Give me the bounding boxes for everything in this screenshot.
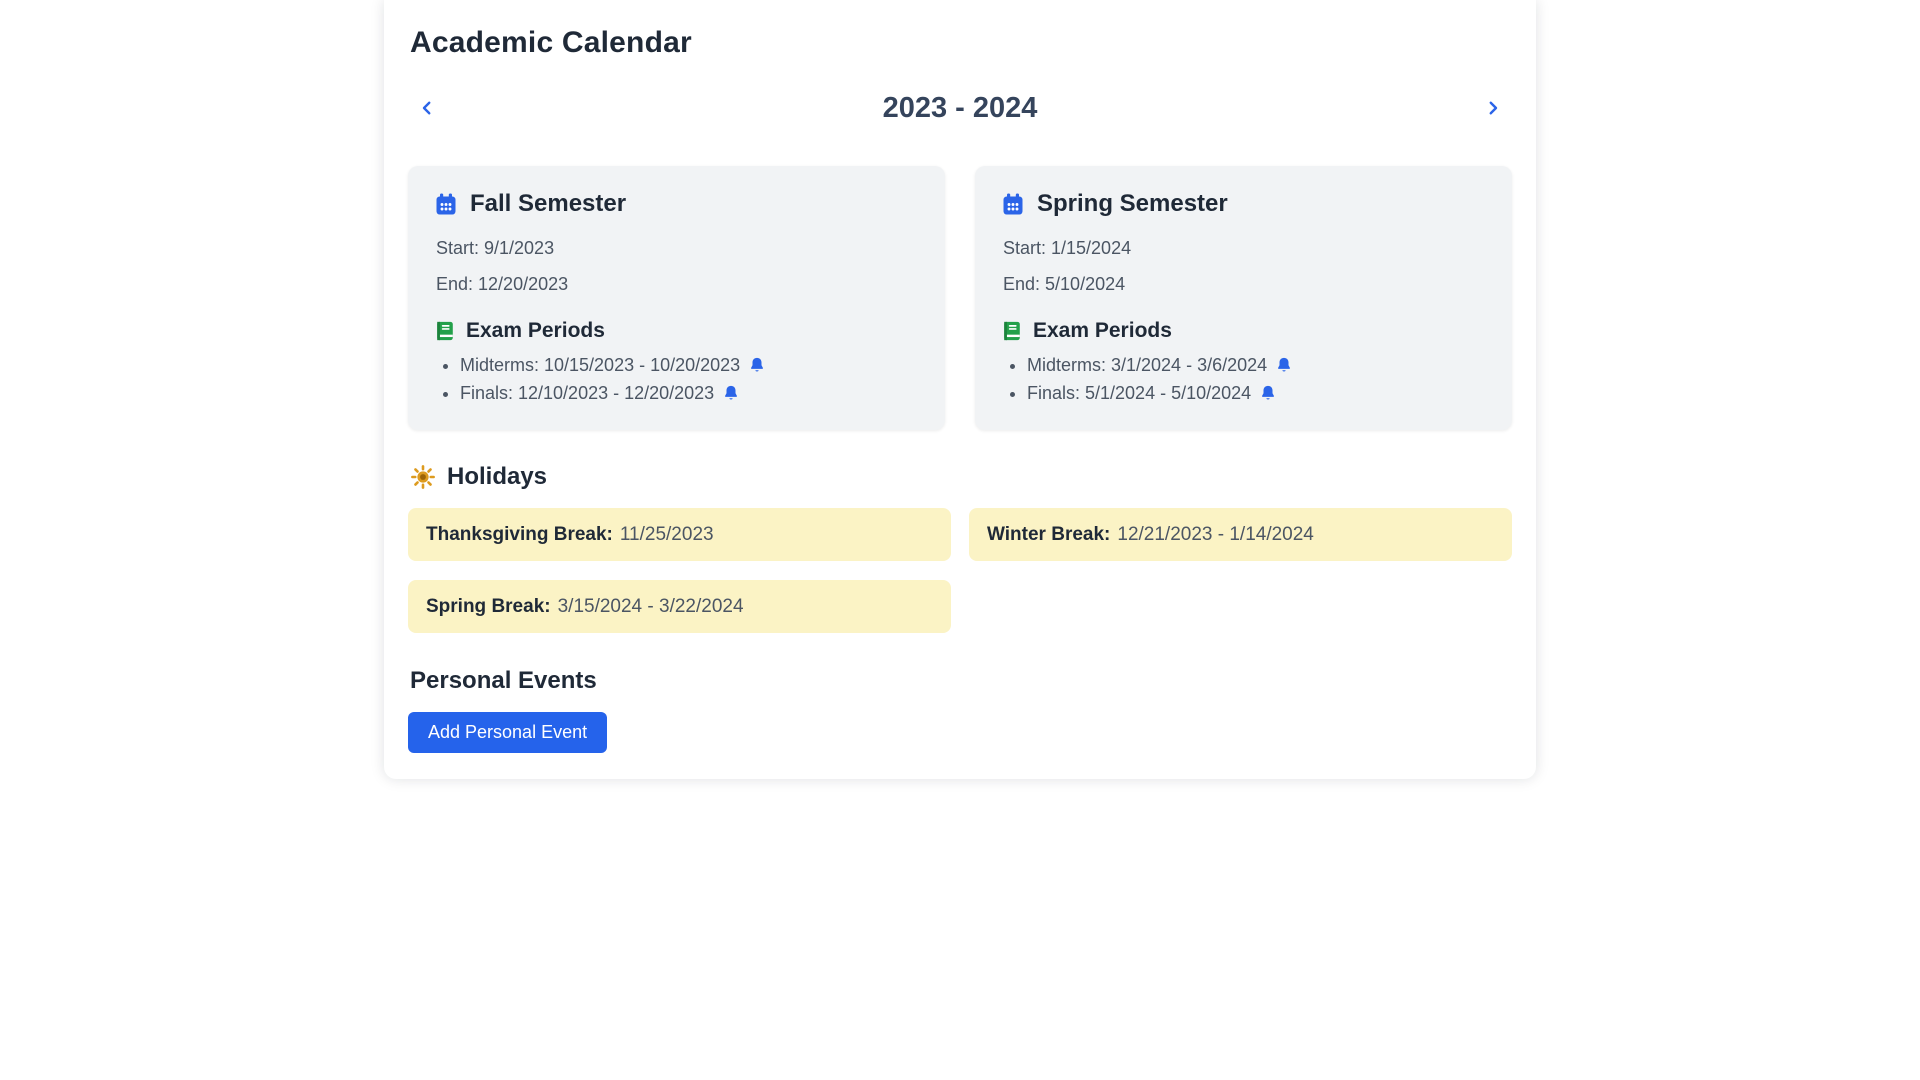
holiday-dates: 11/25/2023 [619, 524, 714, 545]
holiday-label: Winter Break: [987, 524, 1111, 545]
semester-start: Start: 9/1/2023 [436, 238, 555, 258]
calendar-icon [1003, 193, 1023, 215]
exam-periods-header: Exam Periods [1001, 319, 1486, 343]
semester-card-spring: Spring Semester Start: 1/15/2024 End: 5/… [975, 166, 1512, 430]
page-title: Academic Calendar [410, 26, 692, 59]
exam-item-text: Midterms: 3/1/2024 - 3/6/2024 [1027, 355, 1268, 375]
personal-events-title: Personal Events [410, 667, 597, 694]
semester-header: Fall Semester [434, 190, 919, 218]
bell-icon[interactable] [1275, 356, 1293, 374]
exam-item-finals: Finals: 12/10/2023 - 12/20/2023 [460, 383, 919, 404]
exam-list: Midterms: 3/1/2024 - 3/6/2024 Finals: 5/… [1001, 355, 1486, 404]
exam-item-text: Midterms: 10/15/2023 - 10/20/2023 [460, 355, 741, 375]
exam-periods-title: Exam Periods [1033, 319, 1172, 342]
exam-list: Midterms: 10/15/2023 - 10/20/2023 Finals… [434, 355, 919, 404]
exam-periods-title: Exam Periods [466, 319, 605, 342]
exam-item-finals: Finals: 5/1/2024 - 5/10/2024 [1027, 383, 1486, 404]
holiday-dates: 12/21/2023 - 1/14/2024 [1117, 524, 1314, 545]
holiday-box-spring: Spring Break: 3/15/2024 - 3/22/2024 [408, 580, 951, 633]
year-navigation: 2023 - 2024 [412, 88, 1508, 128]
semester-start: Start: 1/15/2024 [1003, 238, 1132, 258]
add-personal-event-button[interactable]: Add Personal Event [408, 712, 608, 753]
semester-end: End: 12/20/2023 [436, 274, 569, 294]
sun-icon [411, 465, 435, 489]
holiday-label: Thanksgiving Break: [426, 524, 613, 545]
holiday-box-winter: Winter Break: 12/21/2023 - 1/14/2024 [969, 508, 1512, 561]
holiday-label: Spring Break: [426, 596, 551, 617]
prev-year-button[interactable] [412, 93, 442, 123]
bell-icon[interactable] [1259, 384, 1277, 402]
holidays-title: Holidays [447, 463, 548, 490]
chevron-right-icon [1489, 101, 1498, 115]
semester-header: Spring Semester [1001, 190, 1486, 218]
exam-item-midterms: Midterms: 3/1/2024 - 3/6/2024 [1027, 355, 1486, 376]
exam-periods-header: Exam Periods [434, 319, 919, 343]
exam-item-text: Finals: 5/1/2024 - 5/10/2024 [1027, 383, 1252, 403]
academic-calendar-panel: Academic Calendar 2023 - 2024 Fall Semes… [384, 0, 1536, 779]
exam-item-text: Finals: 12/10/2023 - 12/20/2023 [460, 383, 715, 403]
year-label: 2023 - 2024 [882, 91, 1038, 124]
exam-item-midterms: Midterms: 10/15/2023 - 10/20/2023 [460, 355, 919, 376]
semester-card-fall: Fall Semester Start: 9/1/2023 End: 12/20… [408, 166, 945, 430]
chevron-left-icon [422, 101, 431, 115]
semester-name: Fall Semester [470, 190, 627, 217]
book-icon [437, 321, 453, 341]
semester-end: End: 5/10/2024 [1003, 274, 1126, 294]
holiday-grid: Thanksgiving Break: 11/25/2023 Winter Bre… [408, 508, 1512, 633]
book-icon [1004, 321, 1020, 341]
bell-icon[interactable] [748, 356, 766, 374]
bell-icon[interactable] [722, 384, 740, 402]
holidays-header: Holidays [410, 463, 1512, 491]
holiday-box-thanksgiving: Thanksgiving Break: 11/25/2023 [408, 508, 951, 561]
next-year-button[interactable] [1478, 93, 1508, 123]
holiday-dates: 3/15/2024 - 3/22/2024 [557, 596, 744, 617]
calendar-icon [436, 193, 456, 215]
semester-name: Spring Semester [1037, 190, 1228, 217]
semester-grid: Fall Semester Start: 9/1/2023 End: 12/20… [408, 166, 1512, 430]
